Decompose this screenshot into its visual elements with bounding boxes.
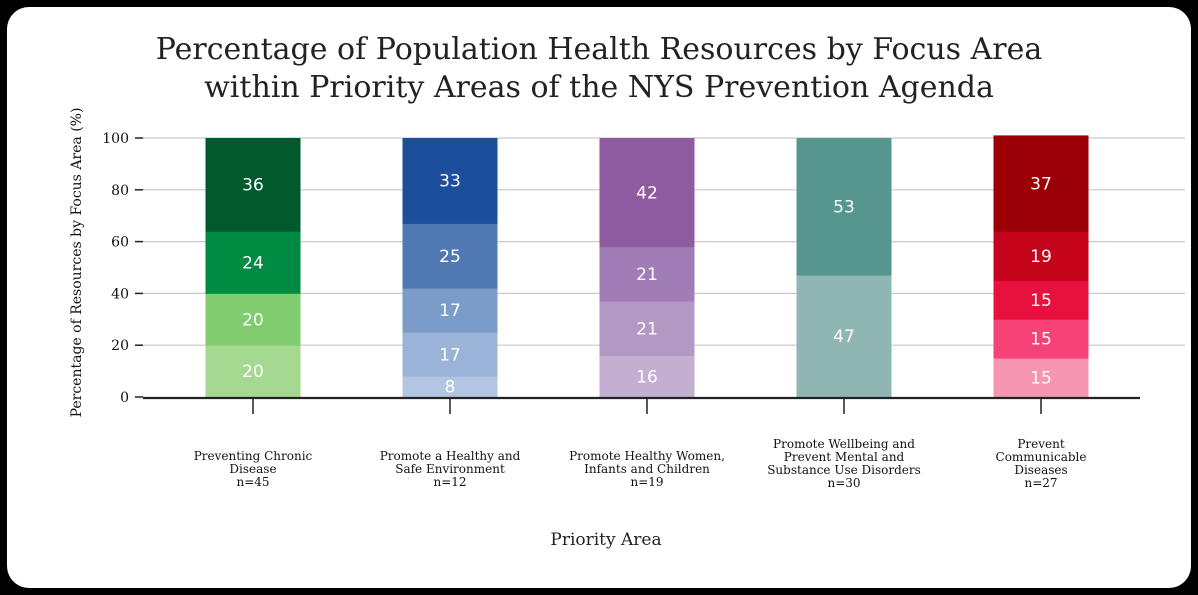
bar-segment <box>205 138 301 232</box>
bar-segment <box>205 345 301 398</box>
category-label-line: n=27 <box>1024 476 1057 490</box>
bar-segment <box>796 138 892 276</box>
category-label-line: n=19 <box>630 475 663 489</box>
category-label-line: n=30 <box>827 476 860 490</box>
segment-value-label: 20 <box>242 310 264 330</box>
bars: 20 20 24 36 8 17 17 25 33 16 21 21 42 47 53 15 15 15 19 37 <box>205 135 1089 398</box>
bar-stack: 16 21 21 42 <box>599 138 695 398</box>
category-label-line: Disease <box>229 462 276 476</box>
segment-value-label: 47 <box>833 327 855 347</box>
bar-segment <box>599 138 695 248</box>
chart-title-line: within Priority Areas of the NYS Prevent… <box>204 70 994 105</box>
category-label-line: Infants and Children <box>584 462 710 476</box>
stacked-bar-chart: Percentage of Population Health Resource… <box>69 32 1185 550</box>
segment-value-label: 37 <box>1030 174 1052 194</box>
category-labels: Preventing Chronic Disease n=45 Promote a H… <box>194 437 1087 490</box>
category-label-line: Diseases <box>1014 463 1067 477</box>
category-label: Prevent Communicable Diseases n=27 <box>996 437 1087 490</box>
y-tick-label: 80 <box>111 183 129 199</box>
category-label-line: Communicable <box>996 450 1087 464</box>
segment-value-label: 17 <box>439 301 461 321</box>
segment-value-label: 33 <box>439 172 461 192</box>
category-label: Preventing Chronic Disease n=45 <box>194 449 313 489</box>
segment-value-label: 15 <box>1030 330 1052 350</box>
segment-value-label: 15 <box>1030 369 1052 389</box>
bar-segment <box>993 231 1089 281</box>
category-label: Promote a Healthy and Safe Environment n=1… <box>380 449 521 489</box>
y-tick-label: 40 <box>111 286 129 302</box>
segment-value-label: 19 <box>1030 247 1052 267</box>
bar-stack: 47 53 <box>796 138 892 398</box>
category-label-line: Prevent Mental and <box>784 450 905 464</box>
bar-segment <box>993 280 1089 320</box>
category-label-line: n=12 <box>433 475 466 489</box>
bar-stack: 8 17 17 25 33 <box>402 138 498 398</box>
category-label: Promote Wellbeing and Prevent Mental and S… <box>767 437 921 490</box>
category-label-line: Safe Environment <box>395 462 505 476</box>
bar-segment <box>402 376 498 398</box>
category-label-line: n=45 <box>236 475 269 489</box>
segment-value-label: 24 <box>242 253 264 273</box>
bar-segment <box>402 223 498 289</box>
x-axis-label: Priority Area <box>550 530 661 550</box>
bar-segment <box>993 135 1089 232</box>
category-label-line: Preventing Chronic <box>194 449 313 463</box>
segment-value-label: 53 <box>833 198 855 218</box>
bar-segment <box>993 319 1089 359</box>
segment-value-label: 15 <box>1030 291 1052 311</box>
bar-segment <box>402 332 498 377</box>
bar-segment <box>599 246 695 302</box>
bar-segment <box>205 293 301 346</box>
y-tick-label: 60 <box>111 235 129 251</box>
y-tick-label: 20 <box>111 338 129 354</box>
y-axis-label: Percentage of Resources by Focus Area (%… <box>69 108 85 418</box>
segment-value-label: 16 <box>636 367 658 387</box>
bar-segment <box>993 358 1089 398</box>
segment-value-label: 20 <box>242 362 264 382</box>
segment-value-label: 21 <box>636 319 658 339</box>
chart-title-line: Percentage of Population Health Resource… <box>156 32 1043 67</box>
segment-value-label: 36 <box>242 176 264 196</box>
bar-segment <box>796 275 892 398</box>
bar-segment <box>402 138 498 224</box>
axes: 0 20 40 60 80 100 Percentage of Resources by F… <box>69 108 1140 550</box>
category-label-line: Promote Healthy Women, <box>569 449 725 463</box>
bar-segment <box>205 231 301 294</box>
bar-segment <box>599 355 695 398</box>
chart-frame: Percentage of Population Health Resource… <box>7 7 1191 588</box>
category-label-line: Promote Wellbeing and <box>773 437 915 451</box>
category-label-line: Substance Use Disorders <box>767 463 921 477</box>
segment-value-label: 21 <box>636 265 658 285</box>
segment-value-label: 8 <box>445 378 456 398</box>
bar-stack: 20 20 24 36 <box>205 138 301 398</box>
bar-segment <box>402 288 498 333</box>
segment-value-label: 42 <box>636 183 658 203</box>
bar-segment <box>599 301 695 356</box>
category-label-line: Prevent <box>1017 437 1065 451</box>
category-label: Promote Healthy Women, Infants and Childr… <box>569 449 725 489</box>
segment-value-label: 25 <box>439 247 461 267</box>
segment-value-label: 17 <box>439 345 461 365</box>
bar-stack: 15 15 15 19 37 <box>993 135 1089 398</box>
y-tick-label: 100 <box>102 131 129 147</box>
category-label-line: Promote a Healthy and <box>380 449 521 463</box>
y-tick-label: 0 <box>120 390 129 406</box>
chart-title: Percentage of Population Health Resource… <box>156 32 1043 105</box>
